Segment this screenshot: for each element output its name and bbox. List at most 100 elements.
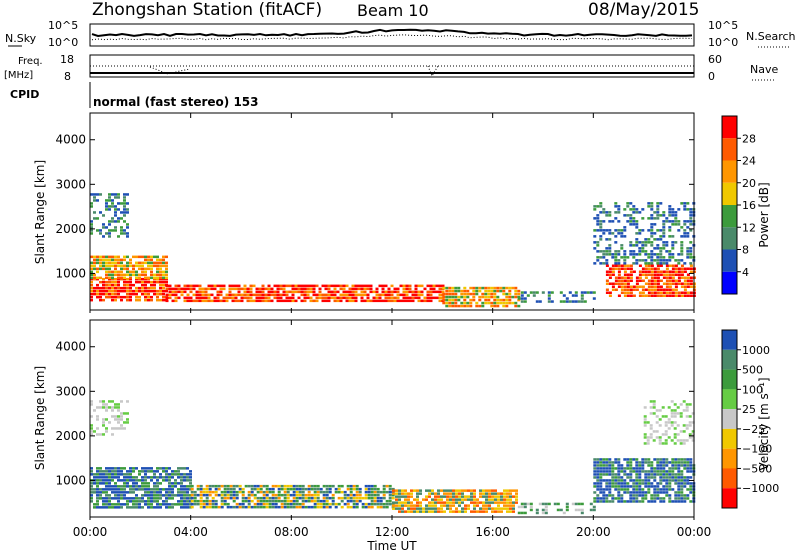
echo-cell (671, 220, 675, 223)
echo-cell (479, 495, 482, 498)
echo-cell (398, 495, 401, 498)
echo-cell (342, 287, 346, 291)
echo-cell (216, 299, 220, 303)
echo-cell (295, 490, 299, 494)
echo-cell (614, 288, 618, 291)
echo-cell (425, 507, 428, 510)
echo-cell (108, 476, 111, 479)
echo-cell (388, 499, 392, 503)
echo-cell (96, 283, 99, 287)
echo-cell (605, 279, 609, 282)
echo-cell (455, 492, 458, 495)
echo-cell (286, 490, 290, 494)
echo-cell (268, 499, 272, 503)
echo-cell (635, 461, 639, 464)
echo-cell (517, 511, 521, 515)
echo-cell (310, 496, 314, 500)
echo-cell (655, 409, 659, 412)
echo-cell (620, 235, 624, 238)
colorbar-frame (721, 329, 738, 509)
echo-cell (671, 235, 675, 238)
echo-cell (147, 488, 150, 491)
echo-cell (174, 299, 178, 303)
echo-cell (620, 482, 624, 485)
echo-cell (364, 496, 368, 500)
echo-cell (443, 501, 446, 504)
echo-cell (617, 232, 621, 235)
echo-cell (680, 241, 684, 244)
echo-cell (689, 476, 693, 479)
echo-cell (156, 482, 159, 485)
echo-cell (135, 255, 138, 259)
echo-cell (162, 503, 165, 506)
echo-cell (261, 293, 265, 297)
echo-cell (376, 487, 380, 491)
echo-cell (331, 484, 335, 488)
echo-cell (208, 502, 212, 506)
echo-cell (599, 500, 603, 503)
echo-cell (180, 506, 183, 509)
echo-cell (605, 467, 609, 470)
echo-cell (502, 304, 506, 308)
echo-cell (650, 467, 654, 470)
echo-cell (647, 470, 651, 473)
echo-cell (623, 279, 627, 282)
echo-cell (623, 273, 627, 276)
echo-cell (451, 292, 455, 296)
echo-cell (321, 299, 325, 303)
echo-cell (685, 415, 689, 418)
echo-cell (162, 467, 165, 470)
echo-cell (117, 258, 120, 262)
echo-cell (156, 292, 159, 296)
echo-cell (629, 467, 633, 470)
echo-cell (93, 473, 96, 476)
echo-cell (620, 494, 624, 497)
echo-cell (614, 461, 618, 464)
echo-cell (132, 264, 135, 268)
echo-cell (685, 406, 689, 409)
echo-cell (650, 500, 654, 503)
echo-cell (177, 467, 180, 470)
echo-cell (102, 283, 105, 287)
echo-cell (111, 467, 114, 470)
echo-cell (410, 504, 413, 507)
echo-cell (664, 433, 668, 436)
echo-cell (398, 498, 401, 501)
echo-cell (111, 220, 114, 223)
echo-cell (232, 496, 236, 500)
echo-cell (653, 485, 657, 488)
echo-cell (437, 501, 440, 504)
echo-cell (420, 299, 424, 303)
echo-cell (602, 253, 606, 256)
echo-cell (511, 301, 515, 305)
echo-cell (117, 485, 120, 488)
echo-cell (671, 458, 675, 461)
echo-cell (165, 470, 168, 473)
echo-cell (156, 497, 159, 500)
echo-cell (165, 267, 168, 271)
echo-cell (312, 299, 316, 303)
echo-cell (448, 286, 452, 290)
echo-cell (599, 473, 603, 476)
echo-cell (653, 476, 657, 479)
echo-cell (632, 497, 636, 500)
echo-cell (438, 284, 442, 288)
echo-cell (114, 205, 117, 208)
echo-cell (643, 415, 647, 418)
echo-cell (623, 482, 627, 485)
echo-cell (189, 284, 193, 288)
echo-cell (226, 484, 230, 488)
echo-cell (114, 261, 117, 265)
echo-cell (605, 259, 609, 262)
echo-cell (280, 502, 284, 506)
echo-cell (614, 497, 618, 500)
echo-cell (650, 476, 654, 479)
echo-cell (614, 211, 618, 214)
echo-cell (126, 421, 129, 424)
echo-cell (673, 436, 677, 439)
echo-cell (668, 220, 672, 223)
echo-cell (506, 489, 509, 492)
echo-cell (132, 270, 135, 274)
echo-cell (360, 290, 364, 294)
echo-cell (355, 499, 359, 503)
